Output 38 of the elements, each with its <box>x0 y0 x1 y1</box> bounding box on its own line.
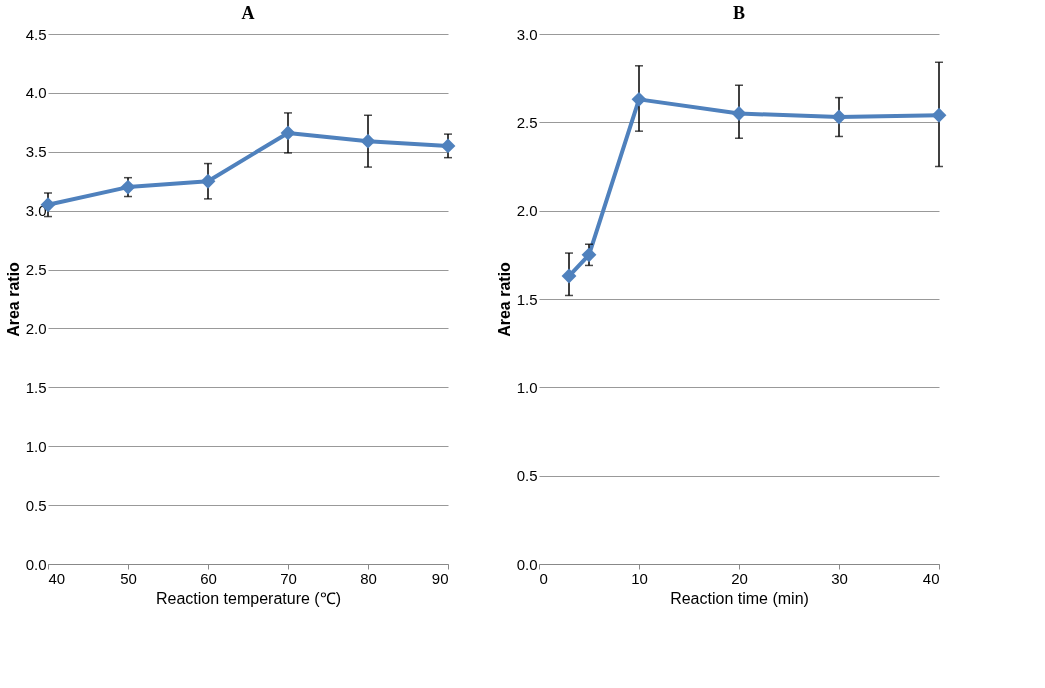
y-tick-label: 1.5 <box>25 378 47 396</box>
x-tick-label: 90 <box>431 569 449 587</box>
y-tick-label: 0.0 <box>516 555 538 573</box>
y-tick-label: 3.5 <box>25 143 47 161</box>
x-axis-title: Reaction temperature (℃) <box>156 589 341 607</box>
y-axis-title: Area ratio <box>4 261 22 337</box>
chart-title: B <box>732 3 746 23</box>
y-tick-label: 2.0 <box>25 319 47 337</box>
x-tick-label: 40 <box>48 569 66 587</box>
x-tick-label: 60 <box>200 569 217 587</box>
point <box>931 107 947 123</box>
y-tick-label: 4.0 <box>25 84 47 102</box>
x-tick-label: 50 <box>120 569 137 587</box>
y-tick-label: 4.5 <box>25 25 47 43</box>
chart-title: A <box>241 3 255 23</box>
y-tick-label: 0.0 <box>25 555 47 573</box>
x-tick-label: 80 <box>360 569 377 587</box>
x-tick-label: 0 <box>539 569 548 587</box>
y-tick-label: 2.5 <box>516 113 538 131</box>
y-tick-label: 0.5 <box>25 496 47 514</box>
y-tick-label: 0.5 <box>516 467 538 485</box>
x-tick-label: 30 <box>831 569 848 587</box>
y-axis-title: Area ratio <box>495 261 513 337</box>
point <box>831 109 847 125</box>
y-tick-label: 1.5 <box>516 290 538 308</box>
x-tick-label: 10 <box>631 569 648 587</box>
y-tick-label: 1.0 <box>516 378 538 396</box>
point <box>631 91 647 107</box>
y-tick-label: 1.0 <box>25 437 47 455</box>
x-axis-title: Reaction time (min) <box>670 589 809 607</box>
x-tick-label: 70 <box>280 569 297 587</box>
y-tick-label: 2.5 <box>25 261 47 279</box>
point <box>561 268 577 284</box>
x-tick-label: 20 <box>731 569 748 587</box>
point <box>581 247 597 263</box>
x-tick-label: 40 <box>922 569 940 587</box>
y-tick-label: 2.0 <box>516 202 538 220</box>
y-tick-label: 3.0 <box>516 25 538 43</box>
